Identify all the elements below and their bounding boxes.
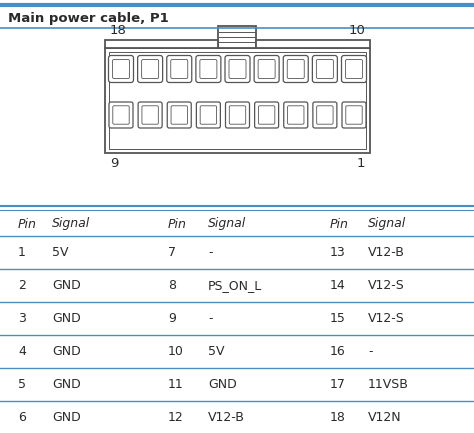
FancyBboxPatch shape <box>341 55 366 83</box>
Text: 5: 5 <box>18 378 26 391</box>
FancyBboxPatch shape <box>288 106 304 124</box>
FancyBboxPatch shape <box>196 102 220 128</box>
Text: 17: 17 <box>330 378 346 391</box>
FancyBboxPatch shape <box>171 106 187 124</box>
FancyBboxPatch shape <box>258 59 275 78</box>
FancyBboxPatch shape <box>283 55 308 83</box>
Text: GND: GND <box>52 279 81 292</box>
FancyBboxPatch shape <box>317 106 333 124</box>
FancyBboxPatch shape <box>109 102 133 128</box>
FancyBboxPatch shape <box>171 59 188 78</box>
FancyBboxPatch shape <box>229 59 246 78</box>
Text: Signal: Signal <box>208 217 246 230</box>
FancyBboxPatch shape <box>287 59 304 78</box>
Text: -: - <box>208 246 212 259</box>
Text: 18: 18 <box>330 411 346 424</box>
Text: 14: 14 <box>330 279 346 292</box>
FancyBboxPatch shape <box>346 59 363 78</box>
FancyBboxPatch shape <box>200 59 217 78</box>
Text: V12N: V12N <box>368 411 401 424</box>
FancyBboxPatch shape <box>313 102 337 128</box>
FancyBboxPatch shape <box>258 106 275 124</box>
FancyBboxPatch shape <box>255 102 279 128</box>
Text: Pin: Pin <box>168 217 187 230</box>
Text: 10: 10 <box>348 24 365 37</box>
FancyBboxPatch shape <box>109 55 134 83</box>
Text: 11: 11 <box>168 378 184 391</box>
Text: -: - <box>368 345 373 358</box>
FancyBboxPatch shape <box>112 59 129 78</box>
Text: V12-B: V12-B <box>208 411 245 424</box>
FancyBboxPatch shape <box>138 102 162 128</box>
Bar <box>219 26 256 48</box>
Text: Pin: Pin <box>330 217 349 230</box>
Bar <box>105 48 370 153</box>
Text: 5V: 5V <box>208 345 225 358</box>
Bar <box>105 40 219 48</box>
Text: 6: 6 <box>18 411 26 424</box>
FancyBboxPatch shape <box>254 55 279 83</box>
Text: 5V: 5V <box>52 246 69 259</box>
FancyBboxPatch shape <box>346 106 362 124</box>
Text: GND: GND <box>52 345 81 358</box>
Text: 4: 4 <box>18 345 26 358</box>
FancyBboxPatch shape <box>167 55 192 83</box>
FancyBboxPatch shape <box>137 55 163 83</box>
Text: PS_ON_L: PS_ON_L <box>208 279 262 292</box>
Text: Signal: Signal <box>52 217 90 230</box>
Text: GND: GND <box>208 378 237 391</box>
Text: 16: 16 <box>330 345 346 358</box>
FancyBboxPatch shape <box>196 55 221 83</box>
Text: V12-B: V12-B <box>368 246 405 259</box>
Bar <box>109 52 366 149</box>
Text: V12-S: V12-S <box>368 279 405 292</box>
FancyBboxPatch shape <box>142 59 159 78</box>
Text: 8: 8 <box>168 279 176 292</box>
FancyBboxPatch shape <box>167 102 191 128</box>
Bar <box>256 40 370 48</box>
Text: 9: 9 <box>168 312 176 325</box>
Text: 7: 7 <box>168 246 176 259</box>
Text: GND: GND <box>52 312 81 325</box>
FancyBboxPatch shape <box>225 55 250 83</box>
Text: GND: GND <box>52 378 81 391</box>
Text: 1: 1 <box>18 246 26 259</box>
Text: 10: 10 <box>168 345 184 358</box>
Text: 18: 18 <box>110 24 127 37</box>
Text: 15: 15 <box>330 312 346 325</box>
FancyBboxPatch shape <box>342 102 366 128</box>
FancyBboxPatch shape <box>200 106 217 124</box>
Text: Pin: Pin <box>18 217 37 230</box>
Text: 3: 3 <box>18 312 26 325</box>
FancyBboxPatch shape <box>226 102 249 128</box>
Text: 11VSB: 11VSB <box>368 378 409 391</box>
Text: 1: 1 <box>356 157 365 170</box>
FancyBboxPatch shape <box>312 55 337 83</box>
Text: 12: 12 <box>168 411 184 424</box>
Text: Signal: Signal <box>368 217 406 230</box>
FancyBboxPatch shape <box>113 106 129 124</box>
FancyBboxPatch shape <box>316 59 333 78</box>
Text: Main power cable, P1: Main power cable, P1 <box>8 12 169 25</box>
FancyBboxPatch shape <box>142 106 158 124</box>
FancyBboxPatch shape <box>284 102 308 128</box>
Text: 9: 9 <box>110 157 118 170</box>
Text: 13: 13 <box>330 246 346 259</box>
Text: -: - <box>208 312 212 325</box>
Text: V12-S: V12-S <box>368 312 405 325</box>
Text: 2: 2 <box>18 279 26 292</box>
Text: GND: GND <box>52 411 81 424</box>
FancyBboxPatch shape <box>229 106 246 124</box>
